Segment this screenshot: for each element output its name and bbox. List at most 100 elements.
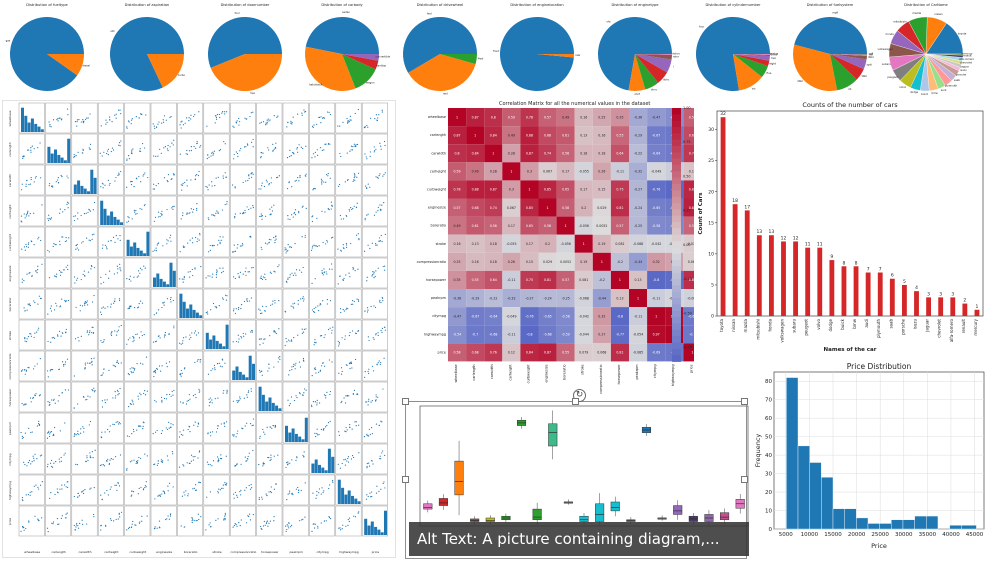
heatmap-value: 1 — [547, 206, 549, 210]
scatter-point — [101, 400, 103, 402]
scatter-point — [380, 488, 382, 490]
resize-handle-top-right[interactable] — [741, 398, 748, 405]
scatter-point — [108, 184, 111, 186]
resize-handle-top-middle[interactable] — [572, 398, 579, 405]
scatter-point — [25, 185, 27, 188]
box-plot-picture[interactable] — [400, 398, 752, 558]
heatmap-row-label: curbweight — [427, 187, 447, 191]
scatter-point — [190, 118, 192, 120]
scatter-point — [28, 149, 30, 151]
scatter-point — [93, 486, 95, 489]
scatter-point — [144, 394, 147, 396]
pie-slice-label: five — [767, 71, 772, 75]
scatter-point — [368, 465, 371, 467]
scatter-point — [195, 520, 197, 522]
scatter-point — [343, 247, 345, 250]
car-chart-title: Counts of the number of cars — [802, 101, 898, 109]
matrix-cell — [335, 164, 362, 196]
scatter-point — [235, 151, 237, 153]
heatmap-value: 0.55 — [616, 133, 623, 137]
scatter-point — [371, 460, 373, 462]
scatter-point — [220, 454, 222, 456]
matrix-col-label: highwaympg — [339, 550, 358, 554]
colorbar-tick: -0.25 — [683, 277, 692, 281]
matrix-cell — [45, 505, 72, 537]
heatmap-value: 0.68 — [472, 206, 479, 210]
resize-handle-left-middle[interactable] — [402, 476, 409, 483]
scatter-point — [339, 467, 341, 469]
scatter-point — [85, 399, 87, 401]
scatter-point — [349, 119, 351, 121]
scatter-point — [374, 118, 376, 120]
matrix-cell — [229, 195, 256, 227]
matrix-cell — [18, 133, 45, 165]
heatmap-cell — [538, 325, 557, 344]
scatter-point — [54, 243, 56, 246]
scatter-point — [192, 488, 194, 490]
scatter-point — [260, 215, 262, 217]
scatter-point — [290, 396, 293, 398]
scatter-point — [241, 337, 243, 339]
scatter-point — [165, 398, 168, 400]
scatter-point — [287, 277, 289, 279]
scatter-point — [118, 144, 120, 146]
scatter-point — [61, 271, 63, 273]
heatmap-cell — [574, 252, 593, 271]
scatter-point — [160, 370, 162, 372]
scatter-point — [232, 184, 234, 186]
scatter-point — [346, 429, 348, 431]
scatter-point — [47, 463, 49, 465]
scatter-point — [80, 121, 82, 123]
scatter-point — [161, 461, 163, 463]
scatter-point — [349, 150, 351, 152]
matrix-cell — [309, 133, 336, 165]
scatter-point — [207, 251, 210, 253]
scatter-point — [133, 337, 135, 339]
pie-slice-label: dodge — [910, 90, 919, 94]
scatter-point — [217, 461, 219, 463]
scatter-point — [187, 399, 190, 402]
scatter-point — [364, 217, 366, 220]
scatter-point — [29, 213, 31, 215]
scatter-point — [264, 433, 266, 435]
scatter-point — [64, 361, 67, 363]
scatter-point — [348, 395, 350, 397]
pie-slice-label: volvo — [899, 85, 906, 89]
scatter-point — [52, 523, 54, 525]
scatter-point — [321, 269, 323, 272]
scatter-point — [145, 114, 147, 116]
scatter-point — [190, 179, 192, 181]
colorbar-segment — [672, 272, 681, 280]
heatmap-cell — [556, 108, 575, 127]
scatter-point — [212, 273, 214, 275]
resize-handle-right-middle[interactable] — [741, 476, 748, 483]
matrix-cell — [150, 443, 177, 475]
scatter-point — [48, 251, 50, 253]
scatter-point — [244, 489, 246, 491]
scatter-point — [384, 144, 386, 147]
scatter-point — [86, 362, 88, 364]
heatmap-cell — [610, 325, 629, 344]
scatter-point — [106, 489, 108, 492]
scatter-point — [192, 394, 195, 397]
scatter-point — [297, 303, 299, 305]
scatter-point — [340, 155, 342, 158]
scatter-point — [319, 402, 321, 404]
scatter-point — [35, 270, 37, 272]
scatter-point — [120, 324, 122, 327]
scatter-point — [367, 370, 369, 373]
scatter-point — [260, 213, 262, 215]
scatter-point — [378, 424, 380, 426]
scatter-point — [226, 482, 228, 484]
scatter-point — [252, 146, 254, 148]
matrix-cell — [309, 412, 336, 444]
scatter-point — [217, 518, 219, 520]
scatter-point — [354, 270, 356, 272]
alt-text-banner[interactable]: Alt Text: A picture containing diagram,.… — [409, 522, 749, 556]
scatter-point — [259, 277, 261, 279]
heatmap-value: 0.87 — [472, 115, 479, 119]
scatter-point — [209, 491, 212, 493]
category-label: nissan — [731, 319, 736, 332]
resize-handle-top-left[interactable] — [402, 398, 409, 405]
heatmap-cell — [448, 108, 467, 127]
